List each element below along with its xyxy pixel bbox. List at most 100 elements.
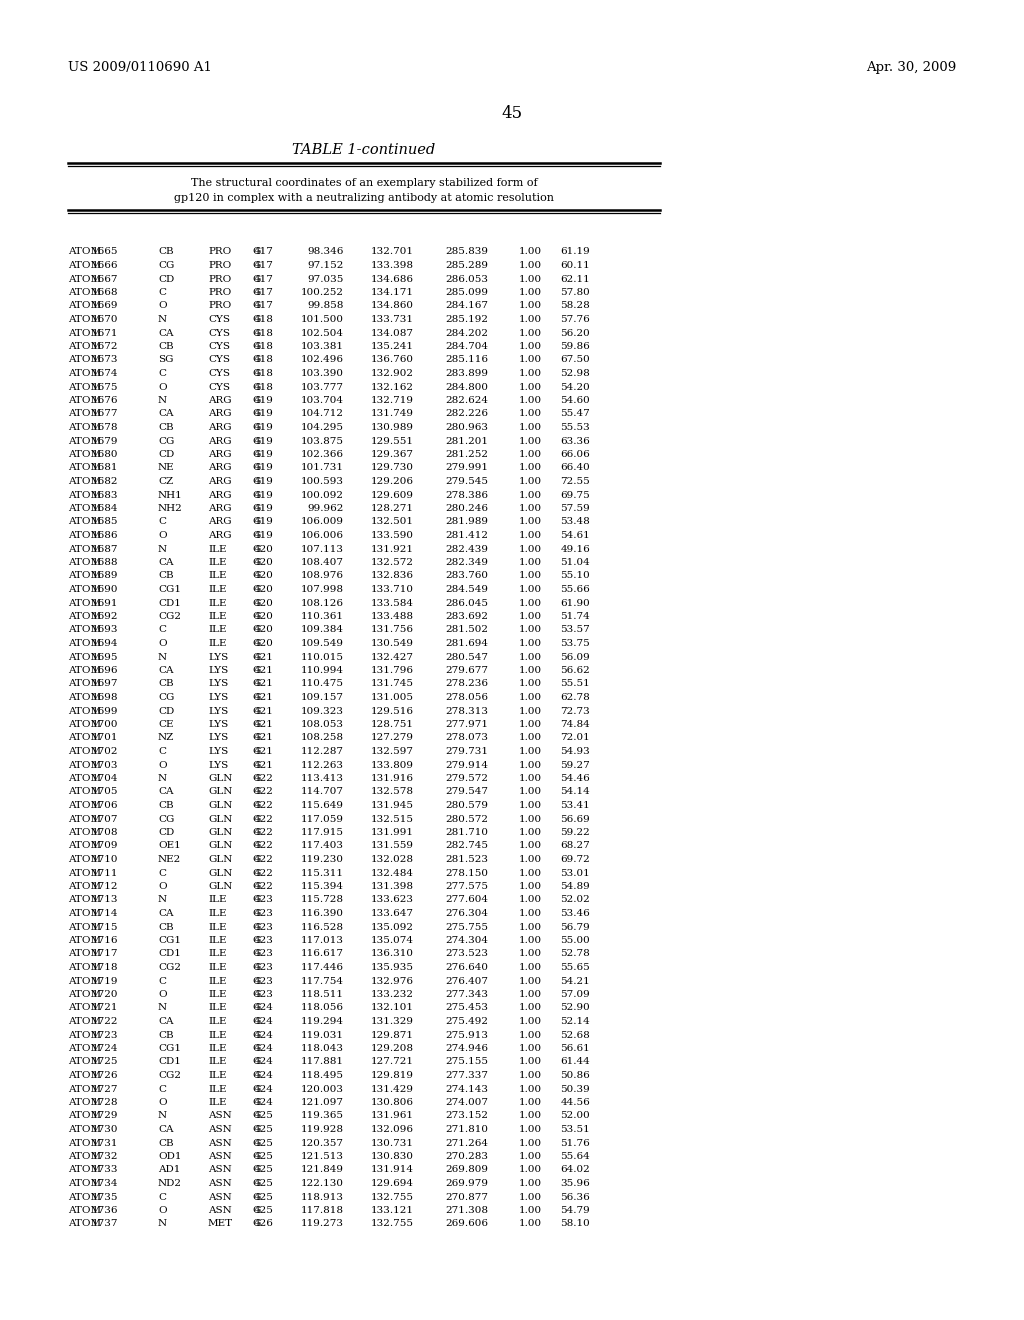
Text: 112.287: 112.287 bbox=[301, 747, 344, 756]
Text: 102.504: 102.504 bbox=[301, 329, 344, 338]
Text: CB: CB bbox=[158, 801, 174, 810]
Text: G: G bbox=[252, 329, 260, 338]
Text: 274.304: 274.304 bbox=[445, 936, 488, 945]
Text: 1.00: 1.00 bbox=[519, 491, 542, 499]
Text: 1724: 1724 bbox=[91, 1044, 118, 1053]
Text: G: G bbox=[252, 517, 260, 527]
Text: ATOM: ATOM bbox=[68, 370, 101, 378]
Text: CG2: CG2 bbox=[158, 612, 181, 620]
Text: 101.731: 101.731 bbox=[301, 463, 344, 473]
Text: ATOM: ATOM bbox=[68, 693, 101, 702]
Text: O: O bbox=[158, 531, 167, 540]
Text: ILE: ILE bbox=[208, 895, 226, 904]
Text: 1667: 1667 bbox=[91, 275, 118, 284]
Text: ATOM: ATOM bbox=[68, 396, 101, 405]
Text: 421: 421 bbox=[254, 667, 274, 675]
Text: CD: CD bbox=[158, 450, 174, 459]
Text: CG: CG bbox=[158, 814, 174, 824]
Text: 1.00: 1.00 bbox=[519, 288, 542, 297]
Text: 110.361: 110.361 bbox=[301, 612, 344, 620]
Text: G: G bbox=[252, 1125, 260, 1134]
Text: 280.579: 280.579 bbox=[445, 801, 488, 810]
Text: G: G bbox=[252, 261, 260, 271]
Text: ATOM: ATOM bbox=[68, 531, 101, 540]
Text: 1734: 1734 bbox=[91, 1179, 118, 1188]
Text: 270.877: 270.877 bbox=[445, 1192, 488, 1201]
Text: CA: CA bbox=[158, 1125, 173, 1134]
Text: 135.092: 135.092 bbox=[371, 923, 414, 932]
Text: 420: 420 bbox=[254, 639, 274, 648]
Text: CA: CA bbox=[158, 1016, 173, 1026]
Text: 279.547: 279.547 bbox=[445, 788, 488, 796]
Text: 283.899: 283.899 bbox=[445, 370, 488, 378]
Text: 115.649: 115.649 bbox=[301, 801, 344, 810]
Text: 54.93: 54.93 bbox=[560, 747, 590, 756]
Text: LYS: LYS bbox=[208, 706, 228, 715]
Text: 129.730: 129.730 bbox=[371, 463, 414, 473]
Text: LYS: LYS bbox=[208, 747, 228, 756]
Text: G: G bbox=[252, 1057, 260, 1067]
Text: ATOM: ATOM bbox=[68, 355, 101, 364]
Text: 276.304: 276.304 bbox=[445, 909, 488, 917]
Text: 133.232: 133.232 bbox=[371, 990, 414, 999]
Text: 55.53: 55.53 bbox=[560, 422, 590, 432]
Text: ATOM: ATOM bbox=[68, 667, 101, 675]
Text: G: G bbox=[252, 383, 260, 392]
Text: 1.00: 1.00 bbox=[519, 409, 542, 418]
Text: 285.289: 285.289 bbox=[445, 261, 488, 271]
Text: ASN: ASN bbox=[208, 1125, 231, 1134]
Text: 282.745: 282.745 bbox=[445, 842, 488, 850]
Text: 115.311: 115.311 bbox=[301, 869, 344, 878]
Text: 1.00: 1.00 bbox=[519, 949, 542, 958]
Text: 1.00: 1.00 bbox=[519, 248, 542, 256]
Text: 1711: 1711 bbox=[91, 869, 118, 878]
Text: 1737: 1737 bbox=[91, 1220, 118, 1229]
Text: 72.55: 72.55 bbox=[560, 477, 590, 486]
Text: 108.407: 108.407 bbox=[301, 558, 344, 568]
Text: 422: 422 bbox=[254, 882, 274, 891]
Text: 1.00: 1.00 bbox=[519, 315, 542, 323]
Text: 1.00: 1.00 bbox=[519, 667, 542, 675]
Text: 279.991: 279.991 bbox=[445, 463, 488, 473]
Text: ATOM: ATOM bbox=[68, 301, 101, 310]
Text: G: G bbox=[252, 1031, 260, 1040]
Text: 1.00: 1.00 bbox=[519, 760, 542, 770]
Text: 422: 422 bbox=[254, 842, 274, 850]
Text: ILE: ILE bbox=[208, 936, 226, 945]
Text: 129.551: 129.551 bbox=[371, 437, 414, 446]
Text: 127.721: 127.721 bbox=[371, 1057, 414, 1067]
Text: ILE: ILE bbox=[208, 1003, 226, 1012]
Text: C: C bbox=[158, 747, 166, 756]
Text: 421: 421 bbox=[254, 706, 274, 715]
Text: 136.760: 136.760 bbox=[371, 355, 414, 364]
Text: 274.007: 274.007 bbox=[445, 1098, 488, 1107]
Text: ASN: ASN bbox=[208, 1192, 231, 1201]
Text: 104.295: 104.295 bbox=[301, 422, 344, 432]
Text: ATOM: ATOM bbox=[68, 936, 101, 945]
Text: 117.446: 117.446 bbox=[301, 964, 344, 972]
Text: ATOM: ATOM bbox=[68, 1125, 101, 1134]
Text: 133.710: 133.710 bbox=[371, 585, 414, 594]
Text: 419: 419 bbox=[254, 422, 274, 432]
Text: 108.258: 108.258 bbox=[301, 734, 344, 742]
Text: 134.087: 134.087 bbox=[371, 329, 414, 338]
Text: 1693: 1693 bbox=[91, 626, 118, 635]
Text: CB: CB bbox=[158, 422, 174, 432]
Text: 1720: 1720 bbox=[91, 990, 118, 999]
Text: 277.337: 277.337 bbox=[445, 1071, 488, 1080]
Text: 419: 419 bbox=[254, 409, 274, 418]
Text: 56.20: 56.20 bbox=[560, 329, 590, 338]
Text: 1704: 1704 bbox=[91, 774, 118, 783]
Text: 53.57: 53.57 bbox=[560, 626, 590, 635]
Text: ILE: ILE bbox=[208, 1016, 226, 1026]
Text: G: G bbox=[252, 612, 260, 620]
Text: 132.096: 132.096 bbox=[371, 1125, 414, 1134]
Text: 419: 419 bbox=[254, 517, 274, 527]
Text: ATOM: ATOM bbox=[68, 1138, 101, 1147]
Text: ATOM: ATOM bbox=[68, 990, 101, 999]
Text: 53.01: 53.01 bbox=[560, 869, 590, 878]
Text: 54.79: 54.79 bbox=[560, 1206, 590, 1214]
Text: G: G bbox=[252, 1003, 260, 1012]
Text: G: G bbox=[252, 977, 260, 986]
Text: 53.48: 53.48 bbox=[560, 517, 590, 527]
